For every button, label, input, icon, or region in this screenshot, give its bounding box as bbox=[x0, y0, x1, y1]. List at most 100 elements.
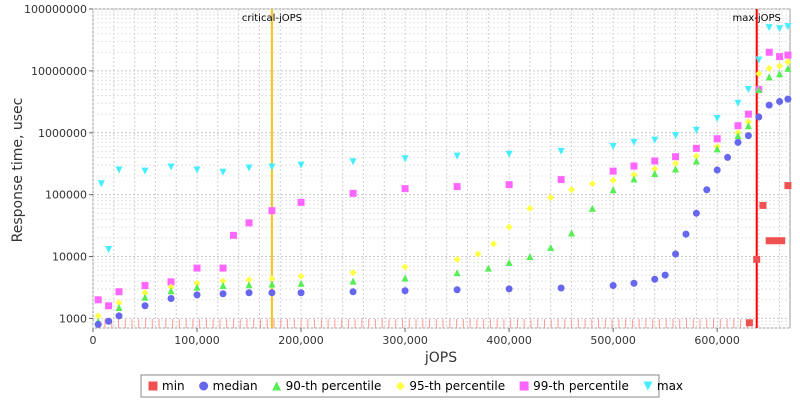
point-95-th-percentile bbox=[547, 193, 555, 201]
point-median bbox=[682, 230, 690, 238]
point-max bbox=[453, 152, 461, 160]
point-median bbox=[297, 289, 305, 297]
point-95-th-percentile bbox=[672, 159, 680, 167]
point-95-th-percentile bbox=[268, 275, 276, 283]
point-95-th-percentile bbox=[453, 255, 461, 263]
point-median bbox=[609, 282, 617, 290]
point-median bbox=[784, 95, 792, 103]
point-max bbox=[765, 24, 773, 32]
point-median bbox=[453, 286, 461, 294]
point-99-th-percentile bbox=[245, 219, 253, 227]
point-90-th-percentile bbox=[245, 281, 253, 289]
point-99-th-percentile bbox=[219, 264, 227, 272]
point-95-th-percentile bbox=[744, 118, 752, 126]
point-median bbox=[557, 284, 565, 292]
point-99-th-percentile bbox=[692, 144, 700, 152]
point-median bbox=[672, 250, 680, 258]
point-median bbox=[268, 289, 276, 297]
point-99-th-percentile bbox=[141, 282, 149, 290]
data-points bbox=[94, 23, 792, 328]
point-90-th-percentile bbox=[755, 86, 763, 94]
point-max bbox=[651, 136, 659, 144]
point-95-th-percentile bbox=[526, 204, 534, 212]
point-median bbox=[734, 138, 742, 146]
point-99-th-percentile bbox=[167, 278, 175, 286]
x-tick-label: 400,000 bbox=[486, 334, 532, 347]
point-max bbox=[692, 126, 700, 134]
point-90-th-percentile bbox=[568, 229, 576, 237]
point-99-th-percentile bbox=[672, 153, 680, 161]
legend-marker bbox=[519, 381, 529, 391]
point-95-th-percentile bbox=[94, 312, 102, 320]
y-axis-ticks: 1000 10000 100000 1000000 10000000 100000000 bbox=[24, 3, 93, 325]
point-median bbox=[219, 290, 227, 298]
point-min bbox=[765, 237, 773, 245]
x-tick-label: 0 bbox=[90, 334, 97, 347]
point-90-th-percentile bbox=[776, 70, 784, 78]
point-max bbox=[167, 163, 175, 171]
point-95-th-percentile bbox=[609, 176, 617, 184]
legend-label: median bbox=[213, 379, 258, 393]
point-95-th-percentile bbox=[297, 272, 305, 280]
point-max bbox=[744, 86, 752, 94]
point-99-th-percentile bbox=[229, 231, 237, 239]
grid-lines bbox=[92, 8, 790, 329]
point-median bbox=[94, 320, 102, 328]
point-95-th-percentile bbox=[490, 240, 498, 248]
point-median bbox=[661, 271, 669, 279]
point-90-th-percentile bbox=[167, 287, 175, 295]
point-max bbox=[784, 23, 792, 31]
point-max bbox=[672, 132, 680, 140]
point-95-th-percentile bbox=[505, 223, 513, 231]
point-90-th-percentile bbox=[268, 280, 276, 288]
point-95-th-percentile bbox=[193, 279, 201, 287]
y-tick-label: 10000 bbox=[52, 251, 87, 264]
point-median bbox=[401, 287, 409, 295]
point-max bbox=[105, 245, 113, 253]
point-median bbox=[115, 312, 123, 320]
point-90-th-percentile bbox=[219, 282, 227, 290]
point-95-th-percentile bbox=[651, 165, 659, 173]
x-tick-label: 100,000 bbox=[174, 334, 220, 347]
point-90-th-percentile bbox=[609, 186, 617, 194]
point-max bbox=[245, 164, 253, 172]
point-min bbox=[745, 319, 753, 327]
y-tick-label: 100000 bbox=[45, 189, 87, 202]
point-95-th-percentile bbox=[776, 62, 784, 70]
y-tick-label: 100000000 bbox=[24, 3, 87, 16]
point-median bbox=[744, 132, 752, 140]
point-99-th-percentile bbox=[557, 176, 565, 184]
y-axis-title: Response time, usec bbox=[10, 98, 26, 243]
point-95-th-percentile bbox=[474, 250, 482, 258]
x-tick-label: 500,000 bbox=[590, 334, 636, 347]
point-max bbox=[713, 115, 721, 123]
point-max bbox=[268, 163, 276, 171]
point-99-th-percentile bbox=[94, 296, 102, 304]
x-tick-label: 300,000 bbox=[382, 334, 428, 347]
point-90-th-percentile bbox=[734, 132, 742, 140]
legend-label: 90-th percentile bbox=[286, 379, 382, 393]
point-95-th-percentile bbox=[219, 277, 227, 285]
point-99-th-percentile bbox=[297, 198, 305, 206]
reference-line-label: critical-jOPS bbox=[242, 13, 302, 24]
x-tick-label: 200,000 bbox=[278, 334, 324, 347]
point-median bbox=[765, 101, 773, 109]
point-90-th-percentile bbox=[765, 73, 773, 81]
point-99-th-percentile bbox=[268, 207, 276, 215]
point-max bbox=[755, 56, 763, 64]
point-min bbox=[778, 237, 786, 245]
point-95-th-percentile bbox=[115, 299, 123, 307]
point-median bbox=[692, 209, 700, 217]
point-max bbox=[97, 180, 105, 188]
point-95-th-percentile bbox=[588, 180, 596, 188]
point-95-th-percentile bbox=[141, 289, 149, 297]
point-95-th-percentile bbox=[349, 269, 357, 277]
point-95-th-percentile bbox=[568, 186, 576, 194]
point-99-th-percentile bbox=[744, 110, 752, 118]
point-95-th-percentile bbox=[784, 58, 792, 66]
legend-label: min bbox=[162, 379, 185, 393]
point-max bbox=[141, 167, 149, 175]
point-99-th-percentile bbox=[776, 53, 784, 61]
point-median bbox=[724, 153, 732, 161]
